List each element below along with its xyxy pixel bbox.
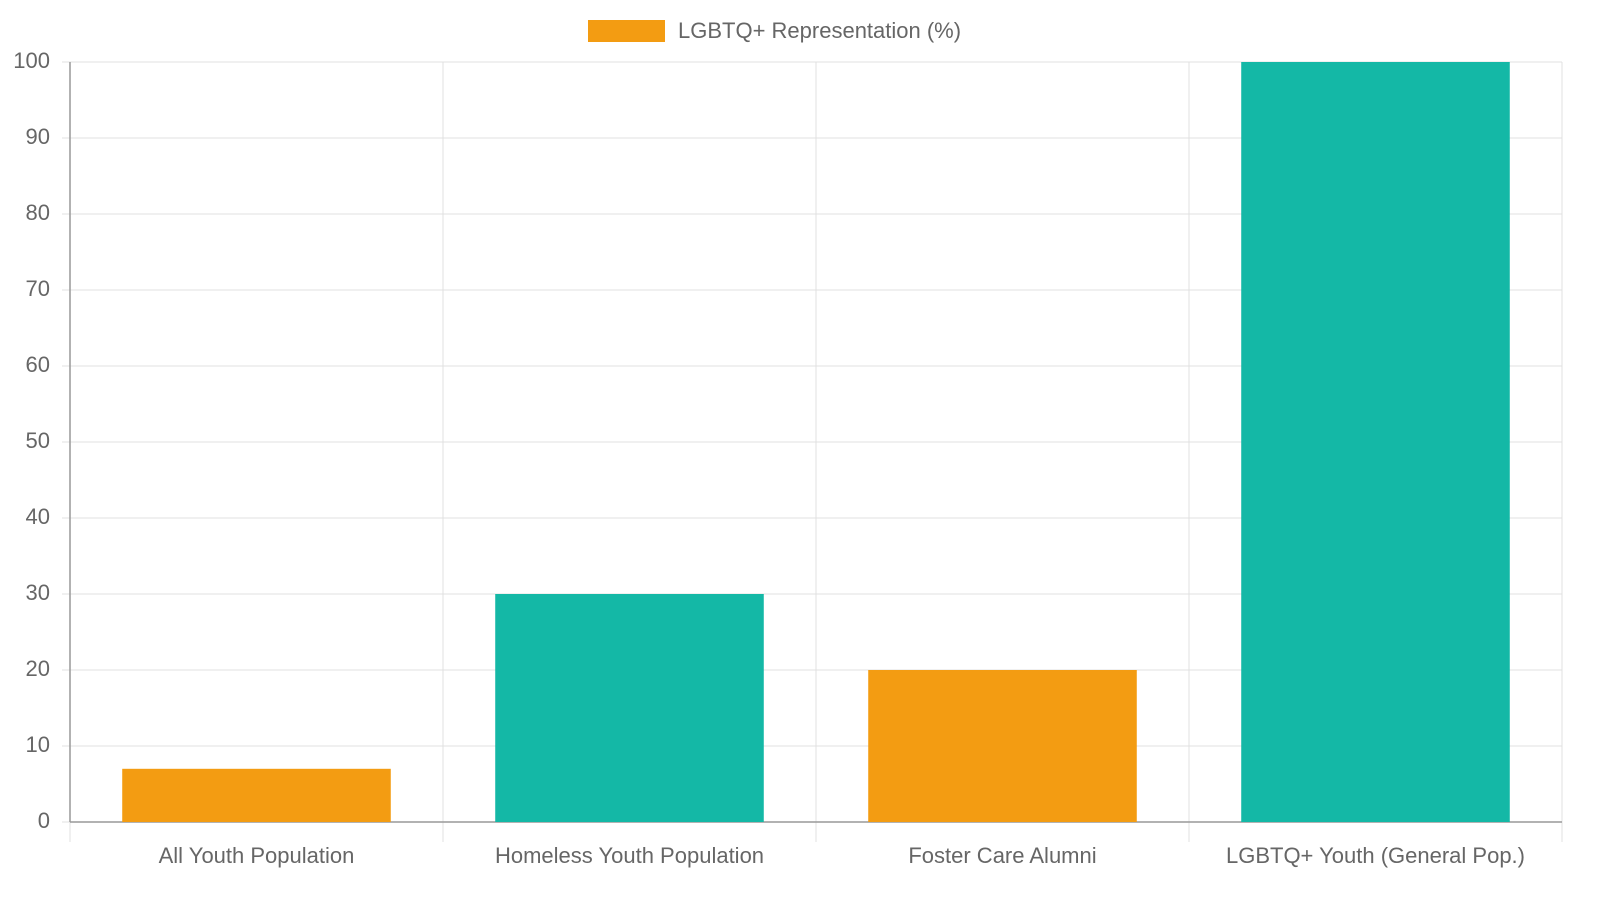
y-tick-label: 0 [38,808,50,833]
bar [1241,62,1510,822]
x-tick-label: Foster Care Alumni [908,843,1096,868]
y-tick-label: 60 [26,352,50,377]
bar [495,594,764,822]
legend-label[interactable]: LGBTQ+ Representation (%) [678,18,961,43]
x-tick-label: LGBTQ+ Youth (General Pop.) [1226,843,1525,868]
x-tick-label: Homeless Youth Population [495,843,764,868]
y-tick-label: 40 [26,504,50,529]
bar [868,670,1137,822]
y-tick-label: 100 [13,48,50,73]
y-tick-label: 70 [26,276,50,301]
y-tick-label: 20 [26,656,50,681]
y-tick-label: 50 [26,428,50,453]
y-tick-label: 10 [26,732,50,757]
x-tick-label: All Youth Population [159,843,355,868]
y-tick-label: 90 [26,124,50,149]
legend-swatch[interactable] [588,20,665,42]
y-tick-label: 30 [26,580,50,605]
bar [122,768,391,822]
y-tick-label: 80 [26,200,50,225]
